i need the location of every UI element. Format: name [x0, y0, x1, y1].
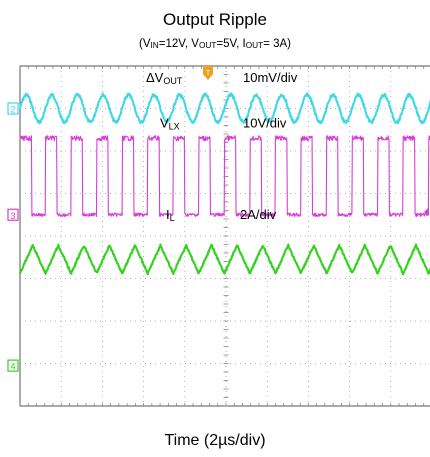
channel-scale: 10V/div: [243, 116, 287, 131]
channel-marker-label: 4: [10, 362, 15, 372]
channel-4-marker: [7, 359, 19, 372]
trigger-icon: [203, 66, 213, 80]
channel-scale: 10mV/div: [243, 70, 298, 85]
channel-marker-label: 3: [10, 211, 15, 221]
scope-labels: ΔVOUT 10mV/div VLX 10V/div IL 2A/div: [146, 70, 298, 223]
channel-label: VLX: [160, 116, 180, 132]
channel-marker-label: 2: [10, 105, 15, 115]
scope-traces: [18, 92, 430, 276]
channel-markers: T 2 3 4: [7, 66, 428, 372]
trace-pulse: [19, 135, 430, 217]
trace-sine: [19, 92, 430, 125]
channel-scale: 2A/div: [240, 207, 277, 222]
level-arrow-icon: [424, 208, 428, 216]
channel-2-marker: [7, 102, 19, 115]
scope-grid: [19, 65, 430, 407]
channel-label: IL: [166, 207, 175, 223]
chart-subtitle: (VIN=12V, VOUT=5V, IOUT= 3A): [138, 38, 292, 51]
x-axis-label: Time (2µs/div): [164, 432, 266, 449]
chart-title: Output Ripple: [163, 10, 267, 29]
trace-triangle: [18, 243, 430, 276]
channel-label: ΔVOUT: [146, 70, 183, 86]
channel-3-marker: [7, 208, 19, 221]
trigger-label: T: [206, 70, 211, 77]
